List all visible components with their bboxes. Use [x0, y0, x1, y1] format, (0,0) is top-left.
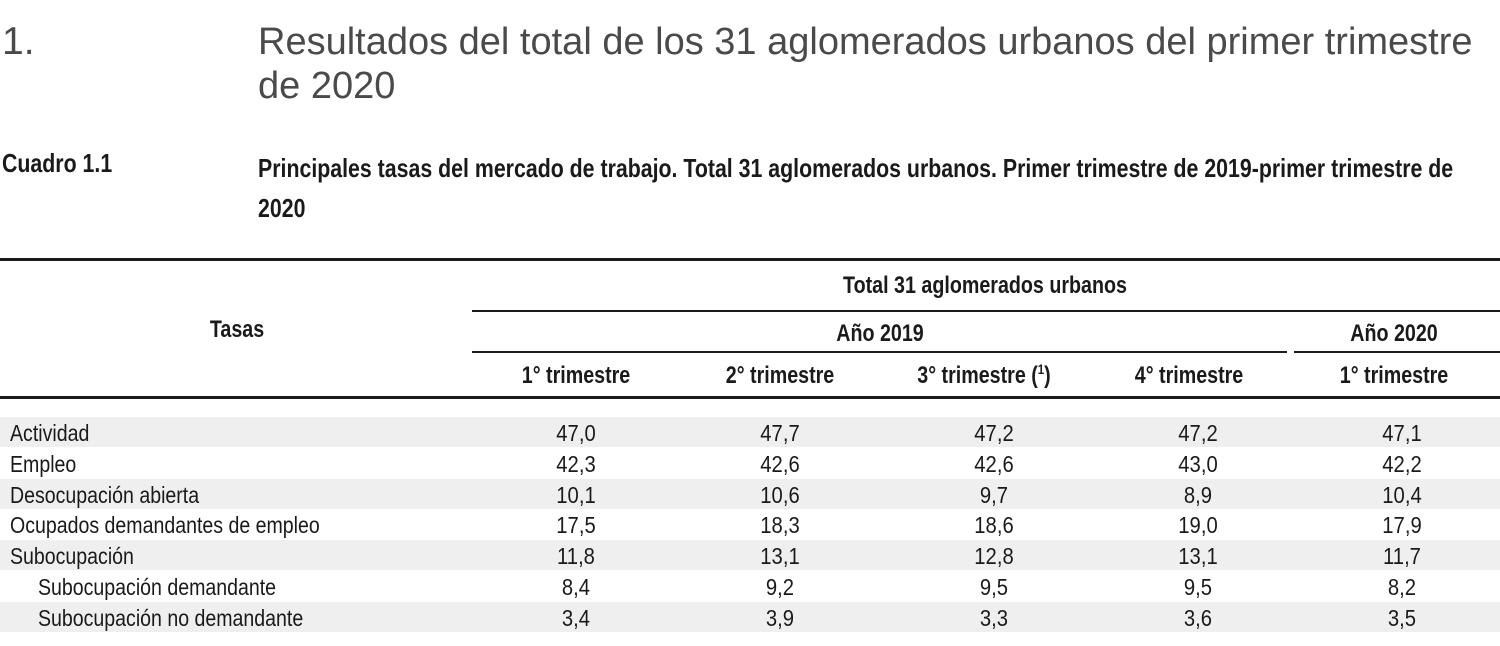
table-cell: 13,1 [1178, 543, 1218, 570]
column-header: 1° trimestre [521, 362, 631, 389]
table-cell: 17,5 [556, 512, 596, 539]
table-cell: 11,7 [1383, 543, 1421, 570]
table-cell: 47,2 [974, 420, 1014, 446]
table-cell: 8,4 [561, 574, 591, 600]
table-cell: 42,6 [974, 450, 1014, 477]
year-2019-rule [472, 351, 1287, 353]
table-row: Subocupación 11,8 13,1 12,8 13,1 11,7 [0, 540, 1500, 571]
group-header-rule [472, 310, 1500, 312]
row-label: Desocupación abierta [10, 481, 200, 508]
section-title: Resultados del total de los 31 aglomerad… [258, 21, 1473, 107]
table-row: Subocupación no demandante 3,4 3,9 3,3 3,6 3,… [0, 601, 1500, 632]
table-cell: 47,0 [556, 420, 596, 446]
table-cell: 3,6 [1183, 604, 1213, 631]
table-row: Desocupación abierta 10,1 10,6 9,7 8,9 10,4 [0, 478, 1500, 509]
row-label: Ocupados demandantes de empleo [10, 512, 320, 539]
table-row: Actividad 47,0 47,7 47,2 47,2 47,1 [0, 417, 1500, 447]
year-header-2019: Año 2019 [836, 320, 924, 347]
table-cell: 3,4 [561, 604, 591, 631]
table-row: Empleo 42,3 42,6 42,6 43,0 42,2 [0, 448, 1500, 478]
group-header: Total 31 aglomerados urbanos [843, 272, 1127, 299]
table-cell: 8,2 [1387, 574, 1417, 600]
column-header: 4° trimestre [1134, 362, 1244, 389]
table-caption-label: Cuadro 1.1 [2, 148, 113, 178]
table-cell: 8,9 [1183, 481, 1213, 508]
table-cell: 9,2 [765, 574, 795, 600]
table-caption-text: Principales tasas del mercado de trabajo… [258, 153, 1454, 223]
table-cell: 47,1 [1382, 420, 1422, 446]
row-label: Subocupación demandante [38, 574, 277, 600]
table-cell: 3,3 [979, 604, 1009, 631]
column-header-close: ) [1044, 362, 1051, 389]
row-label: Subocupación no demandante [38, 604, 304, 631]
row-header-tasas: Tasas [209, 316, 265, 343]
table-cell: 12,8 [974, 543, 1014, 570]
table-cell: 47,2 [1178, 420, 1218, 446]
table-cell: 10,6 [760, 481, 800, 508]
column-header: 1° trimestre [1339, 362, 1449, 389]
table-cell: 9,5 [1183, 574, 1213, 600]
table-cell: 19,0 [1178, 512, 1218, 539]
table-row: Ocupados demandantes de empleo 17,5 18,3 18… [0, 509, 1500, 539]
table-row: Subocupación demandante 8,4 9,2 9,5 9,5 8,2 [0, 571, 1500, 601]
year-header-2020: Año 2020 [1350, 320, 1438, 347]
table-cell: 10,1 [556, 481, 596, 508]
row-label: Empleo [10, 450, 77, 477]
table-cell: 18,6 [974, 512, 1014, 539]
table-top-rule [0, 258, 1500, 261]
table-cell: 13,1 [760, 543, 800, 570]
row-label: Actividad [10, 420, 90, 446]
table-cell: 42,6 [760, 450, 800, 477]
table-cell: 42,3 [556, 450, 596, 477]
column-header-text: 3° trimestre ( [917, 362, 1038, 389]
table-cell: 9,5 [979, 574, 1009, 600]
footnote-marker: 1 [1037, 361, 1045, 377]
row-label: Subocupación [10, 543, 134, 570]
column-header: 2° trimestre [725, 362, 835, 389]
table-cell: 47,7 [760, 420, 800, 446]
table-cell: 17,9 [1382, 512, 1422, 539]
column-header: 3° trimestre (1) [917, 362, 1050, 390]
table-cell: 10,4 [1382, 481, 1422, 508]
section-number: 1. [2, 20, 35, 63]
table-cell: 3,9 [765, 604, 795, 631]
table-cell: 18,3 [760, 512, 800, 539]
table-cell: 3,5 [1387, 604, 1417, 631]
table-cell: 43,0 [1178, 450, 1218, 477]
table-cell: 9,7 [979, 481, 1009, 508]
header-bottom-rule [0, 396, 1500, 399]
year-2020-rule [1294, 351, 1500, 353]
table-cell: 42,2 [1382, 450, 1422, 477]
table-cell: 11,8 [557, 543, 595, 570]
